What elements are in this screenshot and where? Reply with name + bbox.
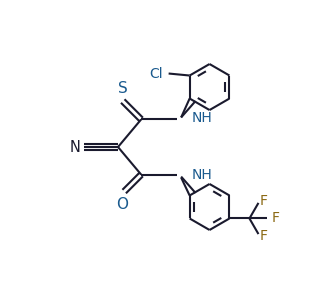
Text: NH: NH (191, 111, 212, 126)
Text: S: S (118, 81, 127, 96)
Text: NH: NH (191, 168, 212, 182)
Text: N: N (69, 139, 80, 155)
Text: O: O (116, 197, 128, 212)
Text: Cl: Cl (149, 66, 163, 81)
Text: F: F (259, 194, 268, 208)
Text: F: F (272, 211, 279, 225)
Text: F: F (259, 229, 268, 243)
